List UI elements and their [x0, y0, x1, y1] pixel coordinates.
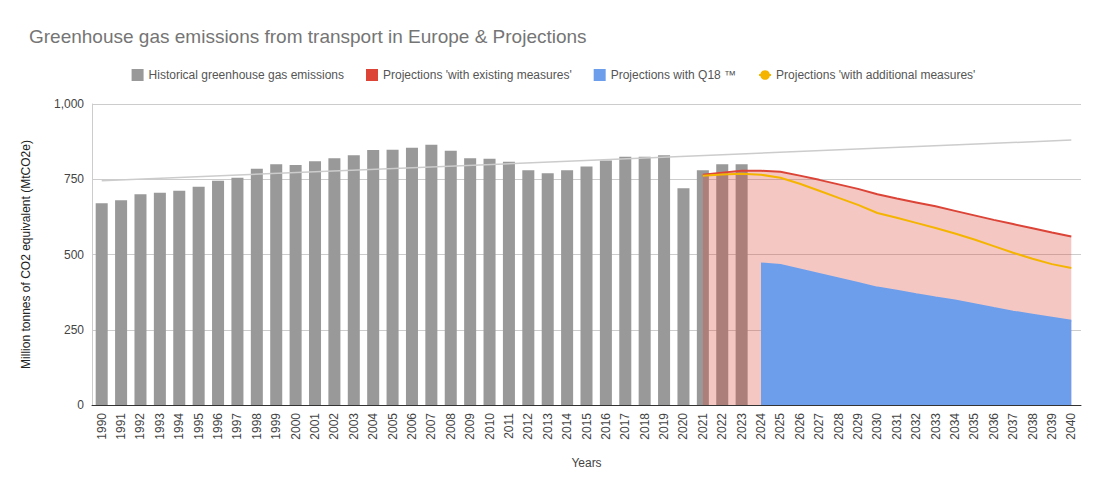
svg-text:2002: 2002: [327, 413, 341, 440]
svg-text:2039: 2039: [1045, 413, 1059, 440]
svg-text:2011: 2011: [502, 413, 516, 439]
svg-text:2015: 2015: [580, 413, 594, 440]
svg-text:2016: 2016: [599, 413, 613, 440]
svg-text:2003: 2003: [347, 413, 361, 440]
svg-text:1990: 1990: [95, 413, 109, 440]
svg-text:1996: 1996: [211, 413, 225, 440]
svg-text:Historical greenhouse gas emis: Historical greenhouse gas emissions: [149, 68, 344, 82]
svg-text:2005: 2005: [386, 413, 400, 440]
svg-text:Years: Years: [571, 456, 601, 470]
svg-text:2027: 2027: [812, 413, 826, 440]
svg-text:2032: 2032: [909, 413, 923, 440]
svg-text:Projections 'with additional m: Projections 'with additional measures': [776, 68, 975, 82]
svg-text:2014: 2014: [560, 413, 574, 440]
svg-text:2000: 2000: [289, 413, 303, 440]
svg-text:1,000: 1,000: [54, 97, 84, 111]
svg-text:2035: 2035: [967, 413, 981, 440]
svg-text:1991: 1991: [114, 413, 128, 440]
svg-text:2028: 2028: [832, 413, 846, 440]
svg-text:2004: 2004: [366, 413, 380, 440]
svg-text:1999: 1999: [269, 413, 283, 440]
svg-text:Projections 'with existing mea: Projections 'with existing measures': [383, 68, 572, 82]
svg-text:2030: 2030: [870, 413, 884, 440]
svg-text:1994: 1994: [172, 413, 186, 440]
svg-text:2029: 2029: [851, 413, 865, 440]
svg-text:2036: 2036: [987, 413, 1001, 440]
svg-text:1997: 1997: [230, 413, 244, 440]
svg-text:2034: 2034: [948, 413, 962, 440]
svg-text:2022: 2022: [715, 413, 729, 440]
svg-text:750: 750: [64, 172, 84, 186]
svg-text:Greenhouse gas emissions from: Greenhouse gas emissions from transport …: [29, 26, 587, 47]
svg-text:2017: 2017: [618, 413, 632, 440]
svg-text:Projections with Q18 ™: Projections with Q18 ™: [611, 68, 736, 82]
svg-text:2019: 2019: [657, 413, 671, 440]
svg-text:2006: 2006: [405, 413, 419, 440]
svg-text:500: 500: [64, 248, 84, 262]
svg-text:1993: 1993: [153, 413, 167, 440]
svg-text:0: 0: [77, 398, 84, 412]
svg-text:2018: 2018: [638, 413, 652, 440]
svg-text:2023: 2023: [735, 413, 749, 440]
svg-text:2007: 2007: [424, 413, 438, 440]
svg-text:2008: 2008: [444, 413, 458, 440]
svg-text:1998: 1998: [250, 413, 264, 440]
svg-text:2010: 2010: [483, 413, 497, 440]
svg-text:2020: 2020: [676, 413, 690, 440]
svg-text:2038: 2038: [1026, 413, 1040, 440]
svg-text:Million tonnes of CO2 equivale: Million tonnes of CO2 equivalent (MtCO2e…: [19, 140, 33, 369]
svg-text:2012: 2012: [521, 413, 535, 440]
svg-text:1992: 1992: [133, 413, 147, 440]
svg-text:2040: 2040: [1064, 413, 1078, 440]
svg-text:2025: 2025: [773, 413, 787, 440]
svg-text:250: 250: [64, 323, 84, 337]
svg-text:2009: 2009: [463, 413, 477, 440]
svg-text:2031: 2031: [890, 413, 904, 440]
svg-text:2021: 2021: [696, 413, 710, 440]
svg-text:1995: 1995: [192, 413, 206, 440]
svg-text:2026: 2026: [793, 413, 807, 440]
svg-text:2033: 2033: [929, 413, 943, 440]
svg-text:2024: 2024: [754, 413, 768, 440]
svg-text:2001: 2001: [308, 413, 322, 440]
svg-text:2037: 2037: [1006, 413, 1020, 440]
svg-text:2013: 2013: [541, 413, 555, 440]
